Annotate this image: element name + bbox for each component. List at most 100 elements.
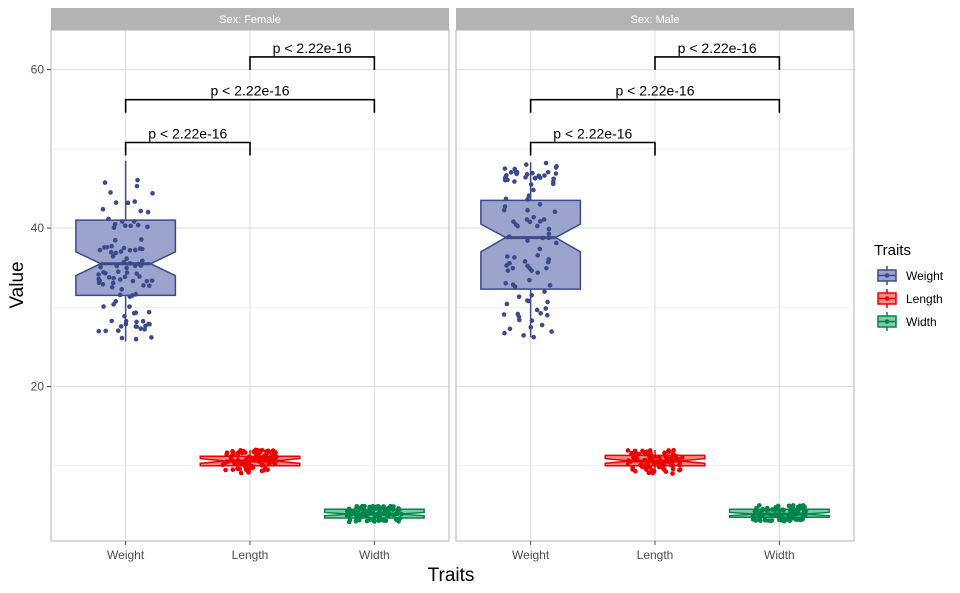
data-point [140, 318, 146, 324]
box-width [728, 503, 830, 524]
data-point [379, 505, 384, 510]
legend-label: Width [906, 315, 937, 329]
bracket-line [529, 141, 656, 156]
x-tick-label: Width [359, 548, 390, 562]
data-point [543, 160, 549, 166]
data-point [547, 283, 553, 288]
data-point [135, 222, 141, 228]
data-point [763, 518, 768, 523]
legend-title: Traits [874, 242, 911, 259]
data-point [666, 458, 672, 463]
data-point [542, 173, 547, 178]
data-point [535, 270, 541, 275]
p-value-label: p < 2.22e-16 [678, 40, 757, 56]
legend-label: Length [906, 292, 943, 306]
data-point [114, 263, 120, 269]
data-point [128, 223, 133, 229]
comparison-bracket: p < 2.22e-16 [529, 125, 656, 156]
data-point [399, 511, 404, 517]
facet-strip [456, 8, 854, 30]
data-point [137, 274, 142, 279]
data-point [531, 187, 536, 193]
data-point [626, 458, 631, 463]
data-point [354, 516, 360, 522]
data-point [243, 464, 249, 469]
data-point [372, 513, 378, 519]
data-point [222, 461, 227, 467]
legend: Traits Weight Length Width [874, 242, 944, 331]
data-point [138, 208, 144, 214]
data-point [134, 271, 140, 276]
data-point [260, 456, 266, 461]
legend-key-length: Length [877, 289, 943, 308]
bracket-line [249, 56, 376, 70]
data-point [386, 505, 391, 511]
data-point [625, 448, 631, 453]
data-point [552, 209, 558, 215]
legend-point [884, 296, 890, 301]
data-point [535, 223, 540, 229]
data-point [777, 517, 782, 523]
data-point [149, 278, 155, 283]
data-point [235, 466, 240, 471]
data-point [517, 317, 522, 323]
data-point [630, 467, 635, 472]
box-length [199, 447, 301, 476]
data-point [111, 225, 117, 230]
data-point [661, 467, 667, 472]
bracket-line [124, 141, 251, 156]
data-point [537, 246, 543, 252]
data-point [256, 455, 262, 460]
data-point [798, 517, 803, 523]
data-point [512, 255, 517, 260]
data-point [544, 312, 550, 318]
data-point [115, 328, 121, 334]
data-point [516, 294, 522, 300]
data-point [132, 199, 138, 204]
legend-key-weight: Weight [877, 266, 944, 285]
data-point [545, 169, 551, 175]
data-point [122, 313, 127, 319]
data-point [119, 287, 125, 292]
data-point [347, 510, 353, 516]
data-point [757, 510, 763, 516]
data-point [360, 504, 365, 509]
data-point [96, 272, 101, 277]
data-point [125, 200, 131, 206]
data-point [553, 171, 559, 176]
data-point [263, 466, 268, 471]
data-point [541, 217, 547, 222]
data-point [225, 459, 231, 464]
data-point [793, 517, 798, 522]
data-point [386, 513, 391, 518]
data-point [532, 175, 538, 181]
data-point [539, 322, 545, 328]
box-weight [75, 160, 177, 342]
data-point [127, 247, 133, 253]
facet-strip-label: Sex: Male [631, 14, 680, 26]
data-point [506, 234, 512, 239]
data-point [149, 335, 154, 340]
data-point [504, 301, 510, 307]
data-point [124, 256, 129, 261]
data-point [769, 507, 775, 512]
data-point [352, 508, 358, 514]
comparison-bracket: p < 2.22e-16 [124, 83, 376, 113]
data-point [113, 299, 119, 304]
comparison-bracket: p < 2.22e-16 [529, 83, 781, 113]
data-point [512, 284, 518, 290]
data-point [649, 453, 654, 458]
data-point [502, 166, 508, 171]
data-point [143, 323, 148, 329]
data-point [104, 245, 110, 250]
data-point [239, 450, 245, 456]
data-point [633, 450, 638, 456]
data-point [777, 508, 782, 513]
data-point [759, 514, 765, 519]
data-point [800, 512, 805, 517]
data-point [371, 518, 376, 524]
data-point [529, 292, 535, 298]
data-point [224, 452, 229, 457]
data-point [544, 265, 549, 271]
